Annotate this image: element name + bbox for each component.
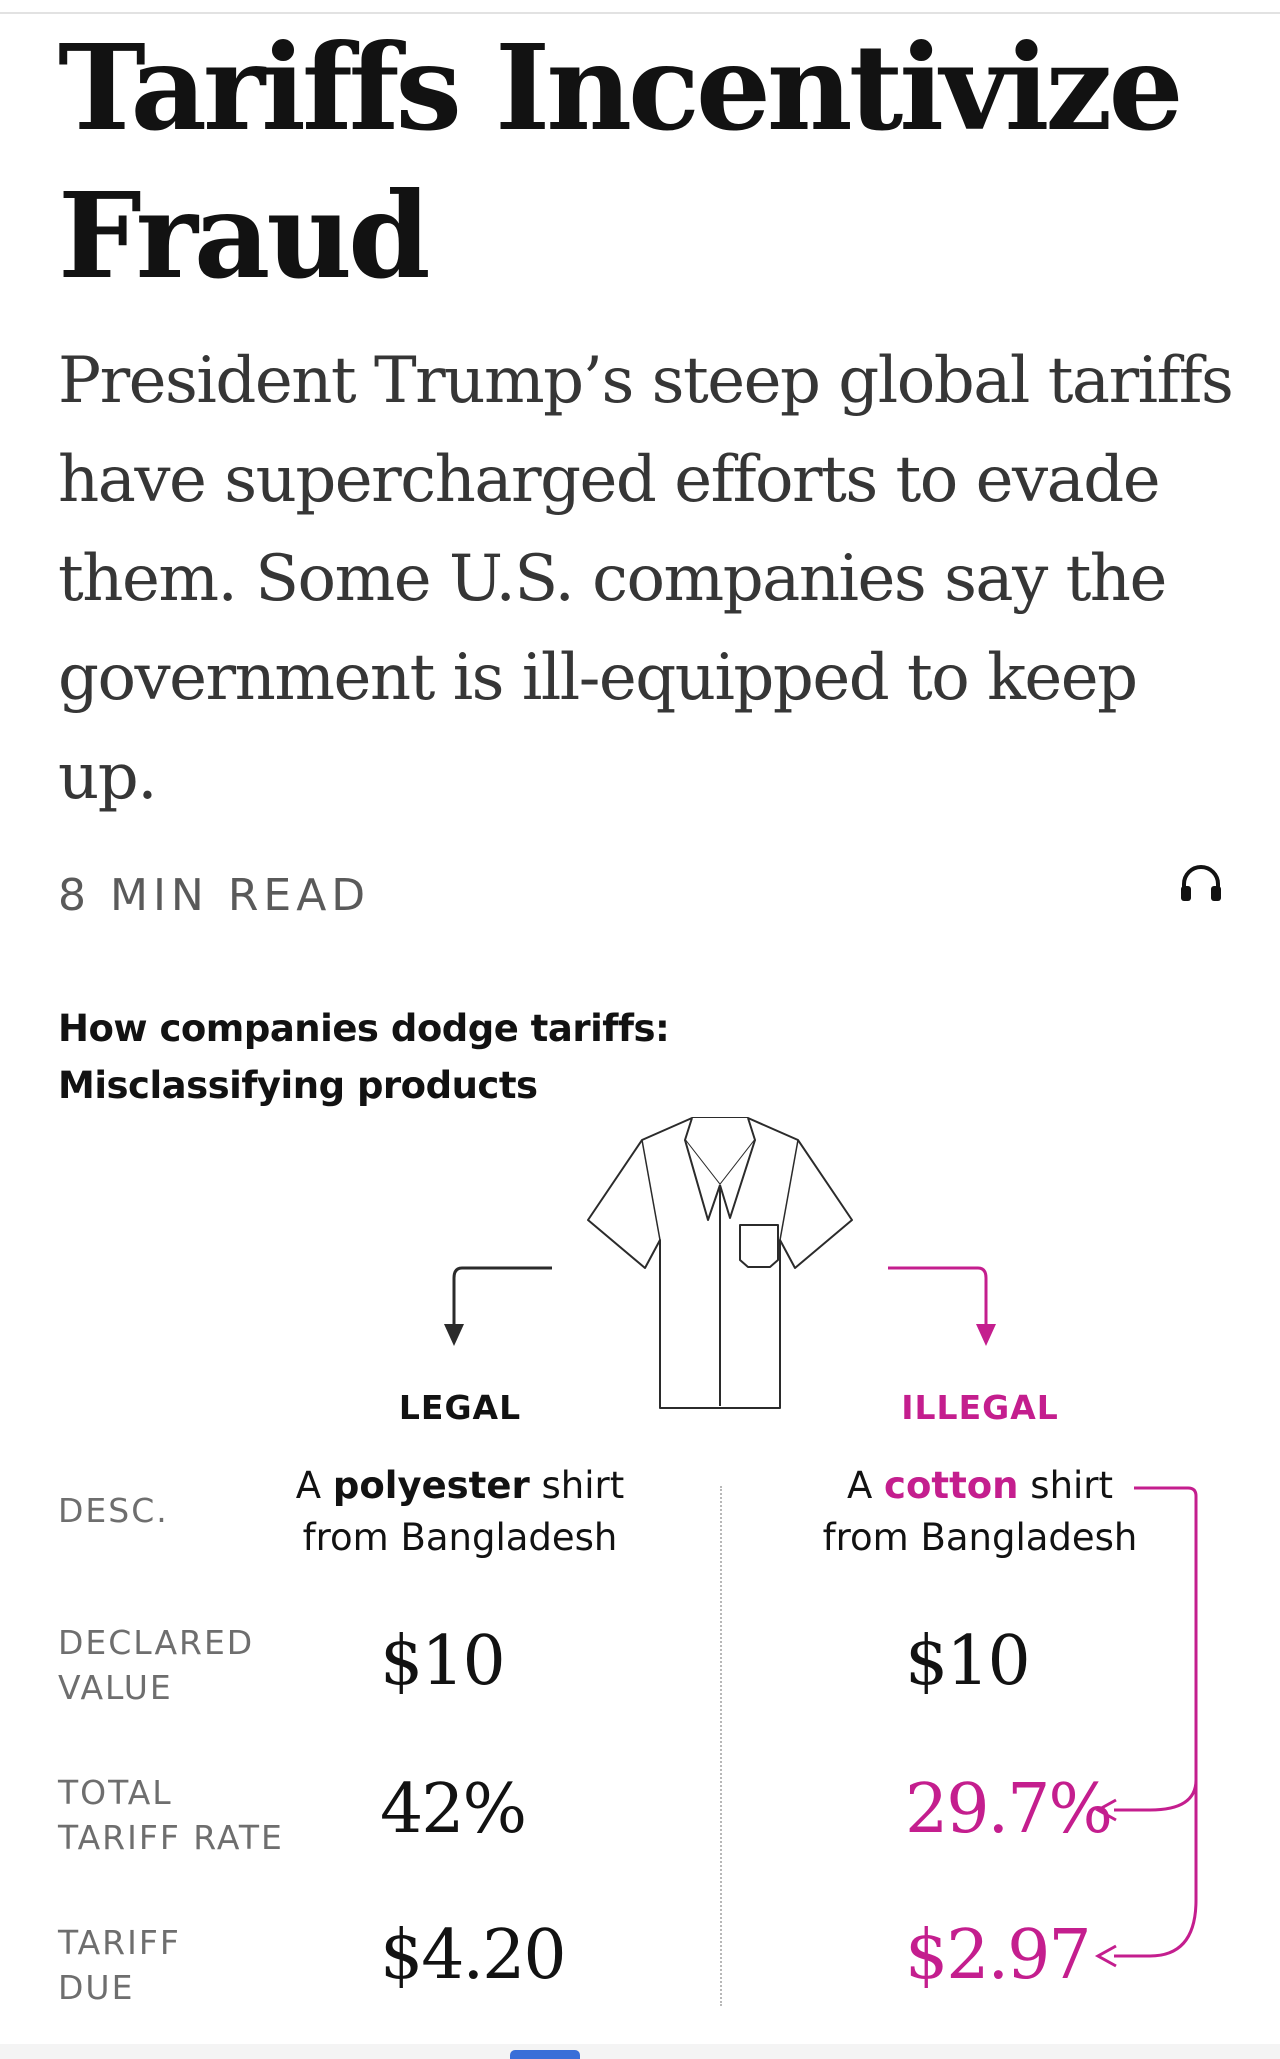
graphic-title-line2: Misclassifying products xyxy=(58,1064,538,1107)
listen-button[interactable] xyxy=(1176,858,1226,908)
headphones-icon[interactable] xyxy=(1176,858,1226,908)
home-indicator xyxy=(510,2050,580,2059)
graphic-title: How companies dodge tariffs: Misclassify… xyxy=(58,1000,858,1114)
article-summary: President Trump’s steep global tariffs h… xyxy=(58,344,1234,814)
headline: Tariffs Incentivize Fraud xyxy=(58,18,1184,305)
illegal-description: A cotton shirt from Bangladesh xyxy=(770,1460,1190,1564)
illegal-declared-value: $10 xyxy=(905,1622,1031,1701)
shirt-icon xyxy=(587,1117,853,1409)
illegal-desc-pre: A xyxy=(846,1464,885,1507)
legal-description: A polyester shirt from Bangladesh xyxy=(250,1460,670,1564)
illegal-tariff-due: $2.97 xyxy=(905,1916,1092,1995)
illegal-desc-material: cotton xyxy=(884,1464,1019,1507)
illegal-tariff-rate: 29.7% xyxy=(905,1770,1113,1849)
illegal-desc-post: shirt xyxy=(1018,1464,1114,1507)
bottom-bar xyxy=(0,2044,1280,2059)
legal-tariff-rate: 42% xyxy=(380,1770,527,1849)
legal-desc-material: polyester xyxy=(332,1464,530,1507)
graphic-title-line1: How companies dodge tariffs: xyxy=(58,1007,670,1050)
legal-desc-post: shirt xyxy=(529,1464,625,1507)
top-divider xyxy=(0,12,1280,14)
illegal-desc-origin: from Bangladesh xyxy=(822,1516,1138,1559)
legal-column-header: LEGAL xyxy=(398,1388,522,1427)
illegal-bracket-arrow-icon xyxy=(1094,1486,1198,1968)
legal-tariff-due: $4.20 xyxy=(380,1916,567,1995)
read-time: 8 MIN READ xyxy=(58,870,371,921)
row-label-tariff-due: TARIFF DUE xyxy=(58,1923,181,2007)
row-label-tariff-rate: TOTAL TARIFF RATE xyxy=(58,1773,284,1857)
row-label-desc: DESC. xyxy=(58,1491,169,1530)
legal-arrow-icon xyxy=(444,1266,552,1346)
illegal-arrow-icon xyxy=(888,1266,996,1346)
illegal-column-header: ILLEGAL xyxy=(901,1388,1059,1427)
row-label-declared-value: DECLARED VALUE xyxy=(58,1623,255,1707)
legal-desc-pre: A xyxy=(295,1464,333,1507)
column-divider xyxy=(720,1486,722,2006)
legal-declared-value: $10 xyxy=(380,1622,506,1701)
legal-desc-origin: from Bangladesh xyxy=(302,1516,618,1559)
